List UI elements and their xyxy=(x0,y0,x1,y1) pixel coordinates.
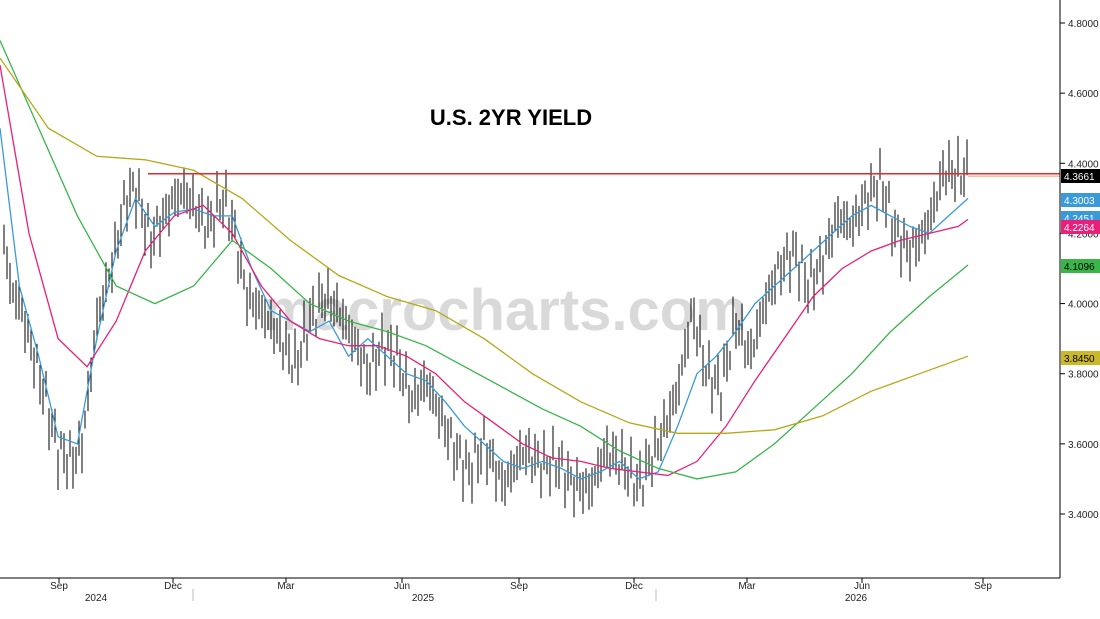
value-tag-box xyxy=(1061,351,1100,365)
x-tick-label: Mar xyxy=(277,581,295,592)
x-tick-label: Dec xyxy=(625,581,643,592)
value-tag-label: 3.8450 xyxy=(1064,354,1095,365)
y-tick-label: 3.8000 xyxy=(1068,370,1099,381)
x-tick-label: Jun xyxy=(394,581,410,592)
chart-title: U.S. 2YR YIELD xyxy=(430,105,592,130)
y-tick-label: 3.6000 xyxy=(1068,440,1099,451)
x-tick-label: Sep xyxy=(974,581,992,592)
x-ticks: Sep Dec Mar Jun Sep Dec Mar Jun Sep 2024 2025 2026 xyxy=(50,578,992,604)
value-tag-label: 4.3003 xyxy=(1064,196,1095,207)
x-tick-label: Sep xyxy=(50,581,68,592)
value-tag-label: 4.3661 xyxy=(1064,172,1095,183)
plot-background xyxy=(0,0,1060,578)
value-tag-box xyxy=(1061,220,1100,234)
x-year-label: 2024 xyxy=(85,593,108,604)
y-tick-label: 3.4000 xyxy=(1068,510,1099,521)
x-tick-label: Mar xyxy=(738,581,756,592)
value-tag-box xyxy=(1061,169,1100,183)
x-tick-label: Sep xyxy=(510,581,528,592)
y-tick-label: 4.8000 xyxy=(1068,19,1099,30)
y-tick-label: 4.6000 xyxy=(1068,89,1099,100)
x-tick-label: Dec xyxy=(164,581,182,592)
moving-average-line xyxy=(0,64,969,477)
x-year-label: 2026 xyxy=(845,593,868,604)
moving-average-line xyxy=(0,128,969,480)
series-layer xyxy=(0,40,969,518)
x-year-label: 2025 xyxy=(412,593,435,604)
y-tick-label: 4.2000 xyxy=(1068,229,1099,240)
value-tag-label: 4.1096 xyxy=(1064,262,1095,273)
value-tag-box xyxy=(1061,193,1100,207)
value-tag-box xyxy=(1061,259,1100,273)
value-tag-label: 4.2451 xyxy=(1064,214,1095,225)
value-tag-label: 4.2264 xyxy=(1064,223,1095,234)
y-tick-label: 4.4000 xyxy=(1068,159,1099,170)
y-tick-label: 4.0000 xyxy=(1068,300,1099,311)
moving-average-line xyxy=(0,57,969,434)
y-ticks: 4.8000 4.6000 4.4000 4.2000 4.0000 3.8000 3.60… xyxy=(1060,19,1099,521)
moving-average-line xyxy=(0,40,969,480)
watermark: macrocharts.com xyxy=(263,278,747,343)
x-tick-label: Jun xyxy=(854,581,870,592)
price-bars xyxy=(3,135,968,518)
